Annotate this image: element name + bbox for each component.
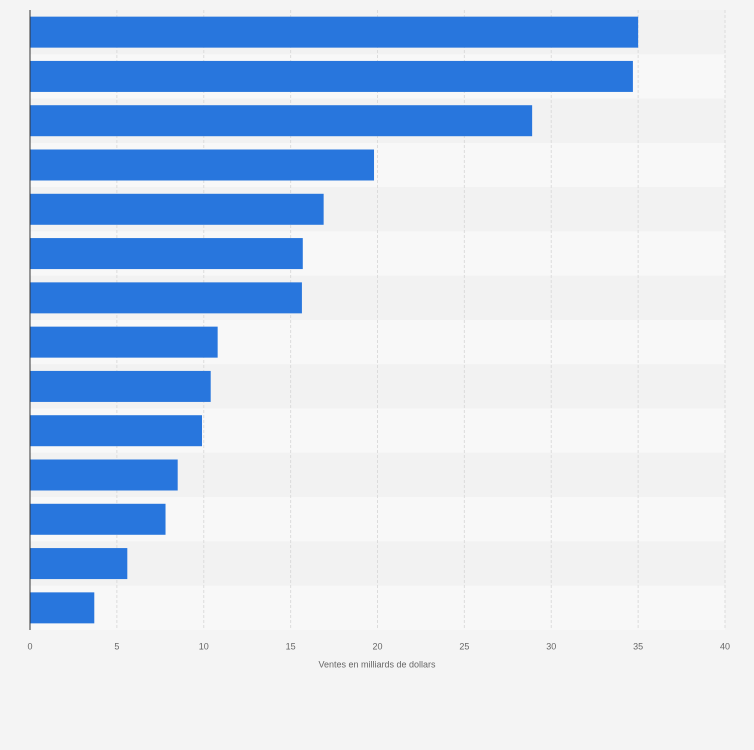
bar: [30, 459, 178, 491]
bar: [30, 60, 633, 92]
x-axis-label: Ventes en milliards de dollars: [318, 659, 436, 669]
bar: [30, 149, 375, 181]
x-tick-label: 0: [27, 641, 32, 651]
x-tick-label: 35: [633, 641, 643, 651]
x-tick-label: 20: [372, 641, 382, 651]
x-tick-label: 40: [720, 641, 730, 651]
bar: [30, 415, 203, 447]
x-tick-label: 30: [546, 641, 556, 651]
bar: [30, 105, 533, 137]
bar: [30, 326, 218, 358]
bar: [30, 503, 166, 535]
bar: [30, 16, 639, 48]
x-tick-label: 15: [286, 641, 296, 651]
row-band: [30, 541, 725, 586]
bar: [30, 548, 128, 580]
bar: [30, 282, 302, 314]
bar: [30, 592, 95, 624]
bar: [30, 193, 324, 225]
x-tick-label: 25: [459, 641, 469, 651]
bar: [30, 238, 303, 270]
x-tick-label: 10: [199, 641, 209, 651]
bar: [30, 370, 211, 402]
x-tick-label: 5: [114, 641, 119, 651]
